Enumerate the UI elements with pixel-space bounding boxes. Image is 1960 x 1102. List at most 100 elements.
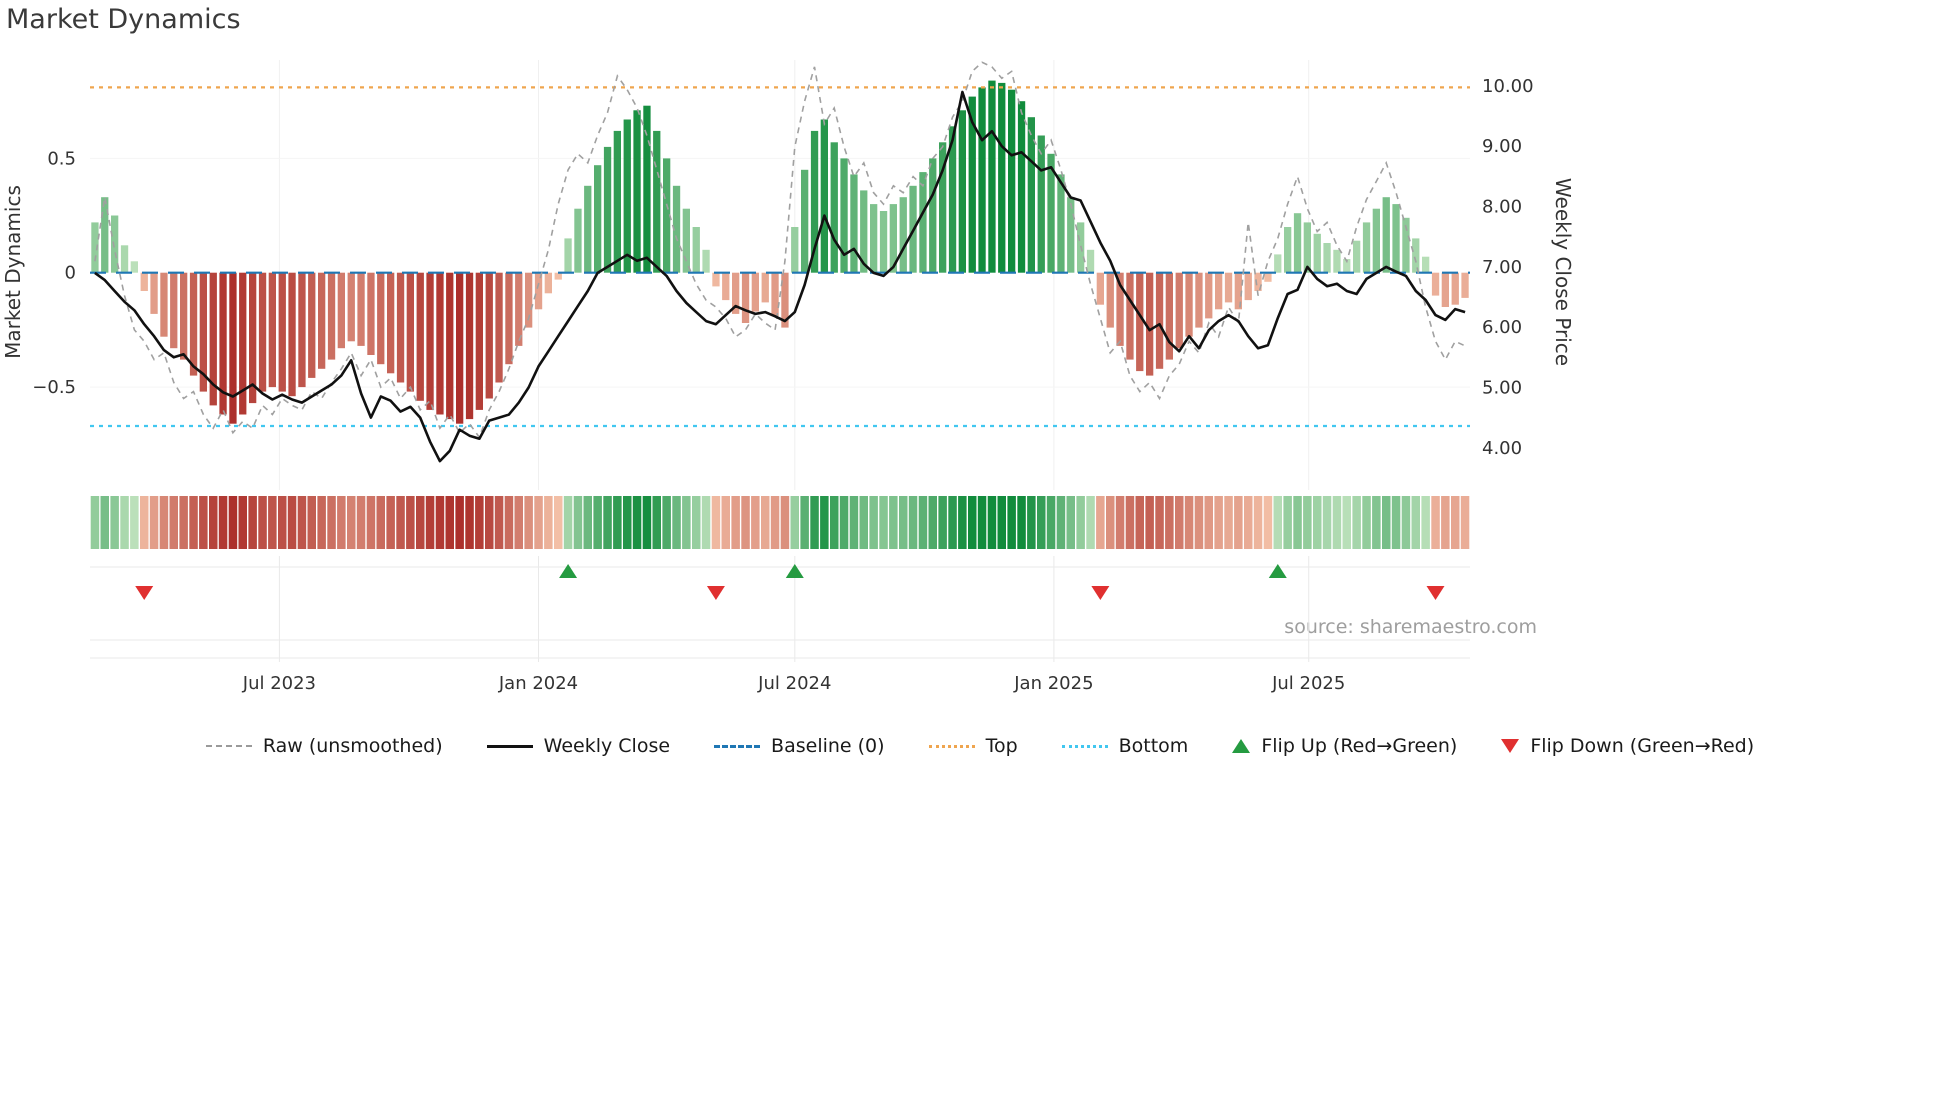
heatmap-cell xyxy=(1313,496,1322,549)
oscillator-bar xyxy=(347,272,355,342)
dotted-cyan-line-icon xyxy=(1061,744,1108,748)
oscillator-bar xyxy=(111,215,119,273)
heatmap-cell xyxy=(761,496,770,549)
heatmap-cell xyxy=(1382,496,1391,549)
oscillator-bar xyxy=(623,119,631,273)
heatmap-cell xyxy=(1007,496,1016,549)
heatmap-cell xyxy=(159,496,169,549)
oscillator-bar xyxy=(189,272,198,376)
oscillator-bar xyxy=(998,82,1006,273)
heatmap-cell xyxy=(642,496,652,549)
oscillator-bar xyxy=(958,110,966,273)
oscillator-bar xyxy=(515,272,523,346)
solid-black-line-icon xyxy=(486,744,533,748)
heatmap-cell xyxy=(297,496,307,549)
heatmap-cell xyxy=(672,496,681,549)
heatmap-cell xyxy=(692,496,701,549)
legend-label: Flip Down (Green→Red) xyxy=(1530,735,1755,757)
oscillator-bar xyxy=(130,261,138,273)
oscillator-bar xyxy=(209,272,217,406)
heatmap-cell xyxy=(938,496,947,549)
heatmap-cell xyxy=(514,496,523,549)
heatmap-cell xyxy=(820,496,829,549)
heatmap-cell xyxy=(435,496,445,549)
heatmap-cell xyxy=(839,496,849,549)
heatmap-cell xyxy=(1204,496,1213,549)
heatmap-cell xyxy=(1096,496,1105,549)
heatmap-cell xyxy=(1283,496,1292,549)
oscillator-bar xyxy=(160,272,168,337)
legend-label: Top xyxy=(985,735,1018,757)
right-tick-label: 8.00 xyxy=(1482,197,1522,218)
heatmap-cell xyxy=(1263,496,1273,549)
heatmap-cell xyxy=(366,496,376,549)
right-tick-label: 7.00 xyxy=(1482,257,1522,278)
heatmap-cell xyxy=(790,496,799,549)
oscillator-bar xyxy=(613,130,621,273)
oscillator-bar xyxy=(1451,272,1459,305)
oscillator-bar xyxy=(327,272,336,360)
oscillator-bar xyxy=(436,272,444,415)
heatmap-cell xyxy=(396,496,405,549)
heatmap-cell xyxy=(899,496,908,549)
oscillator-bar xyxy=(850,174,858,273)
heatmap-cell xyxy=(859,496,868,549)
oscillator-bar xyxy=(120,245,129,273)
oscillator-bar xyxy=(968,96,976,273)
heatmap-cell xyxy=(1244,496,1253,549)
heatmap-cell xyxy=(1037,496,1046,549)
heatmap-cell xyxy=(770,496,780,549)
heatmap-cell xyxy=(918,496,928,549)
oscillator-bar xyxy=(1165,272,1173,360)
oscillator-bar xyxy=(682,208,690,273)
heatmap-cell xyxy=(711,496,721,549)
dashed-blue-line-icon xyxy=(714,744,761,748)
oscillator-bar xyxy=(1343,259,1351,273)
heatmap-cell xyxy=(1362,496,1371,549)
heatmap-cell xyxy=(406,496,415,549)
heatmap-cell xyxy=(1224,496,1233,549)
oscillator-bar xyxy=(870,204,878,273)
heatmap-cell xyxy=(1115,496,1125,549)
oscillator-bar xyxy=(840,158,848,273)
oscillator-bar xyxy=(860,190,868,273)
oscillator-bar xyxy=(396,272,405,383)
oscillator-bar xyxy=(495,272,503,383)
heatmap-cell xyxy=(1401,496,1411,549)
heatmap-cell xyxy=(416,496,425,549)
oscillator-bar xyxy=(1392,204,1400,273)
right-axis-title: Weekly Close Price xyxy=(1551,178,1575,366)
x-tick-label: Jan 2024 xyxy=(498,673,578,694)
oscillator-bar xyxy=(318,272,326,369)
x-tick-label: Jul 2023 xyxy=(242,673,316,694)
heatmap-cell xyxy=(90,496,100,549)
heatmap-cell xyxy=(948,496,957,549)
heatmap-cell xyxy=(376,496,385,549)
heatmap-cell xyxy=(465,496,474,549)
heatmap-cell xyxy=(199,496,208,549)
oscillator-bar xyxy=(485,272,493,399)
heatmap-cell xyxy=(140,496,149,549)
oscillator-bar xyxy=(1264,272,1272,282)
flip-down-marker xyxy=(1091,586,1110,600)
oscillator-bar xyxy=(199,272,207,392)
oscillator-bar xyxy=(653,130,661,273)
heatmap-cell xyxy=(169,496,178,549)
heatmap-cell xyxy=(425,496,435,549)
heatmap-cell xyxy=(849,496,859,549)
oscillator-bar xyxy=(1422,256,1430,273)
oscillator-bar xyxy=(1284,227,1292,273)
legend-label: Weekly Close xyxy=(543,735,671,757)
heatmap-cell xyxy=(209,496,218,549)
heatmap-cell xyxy=(830,496,839,549)
oscillator-bar xyxy=(1067,197,1075,273)
legend: Raw (unsmoothed) Weekly Close Baseline (… xyxy=(0,735,1960,757)
heatmap-cell xyxy=(721,496,730,549)
oscillator-bar xyxy=(564,238,572,273)
oscillator-bar xyxy=(1126,272,1134,360)
flip-down-marker xyxy=(1426,586,1445,600)
oscillator-bar xyxy=(692,227,700,273)
heatmap-cell xyxy=(593,496,602,549)
